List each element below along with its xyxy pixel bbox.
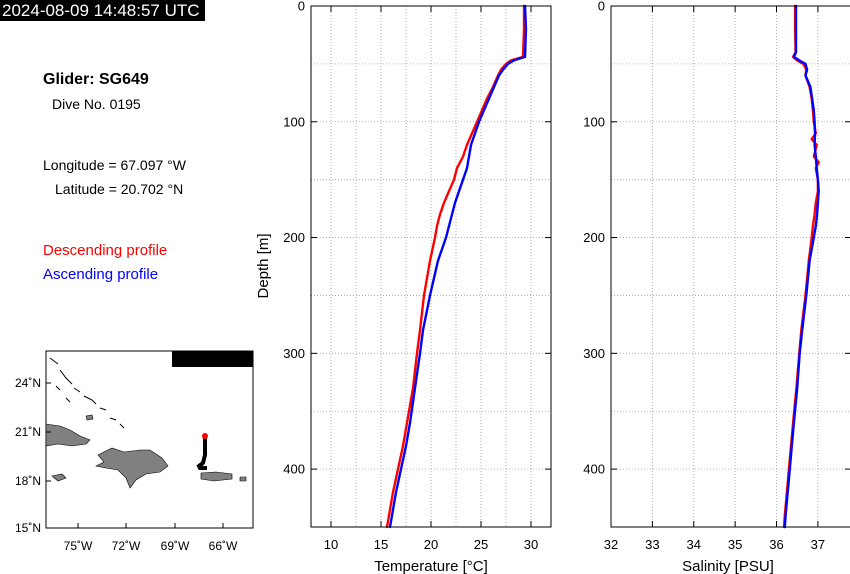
land-puerto-rico bbox=[200, 471, 233, 482]
temperature-grid bbox=[311, 6, 551, 527]
temperature-xtick-label: 30 bbox=[524, 537, 538, 552]
temperature-ytick-label: 100 bbox=[283, 114, 305, 129]
salinity-descending-line bbox=[782, 4, 820, 529]
temperature-series bbox=[385, 4, 528, 529]
salinity-xtick-label: 37 bbox=[811, 537, 825, 552]
temperature-ytick-label: 400 bbox=[283, 462, 305, 477]
salinity-ytick-label: 200 bbox=[583, 230, 605, 245]
salinity-xtick-label: 32 bbox=[604, 537, 618, 552]
salinity-ytick-label: 0 bbox=[598, 0, 605, 14]
temperature-ascending-line bbox=[388, 4, 528, 529]
temperature-xtick-label: 15 bbox=[374, 537, 388, 552]
map-lon-label: 66˚W bbox=[209, 539, 238, 553]
dive-number: Dive No. 0195 bbox=[52, 96, 141, 112]
salinity-ticks: 32 33 34 35 36 37 0 100 200 300 400 bbox=[583, 0, 850, 552]
longitude-readout: Longitude = 67.097 °W bbox=[43, 157, 186, 173]
salinity-ascending-line bbox=[783, 4, 820, 529]
land-cuba bbox=[45, 423, 91, 447]
location-map: NOAA/AOML 24˚N 21˚N 18˚N 15˚N 75˚W 72˚W 69˚W 66… bbox=[15, 350, 254, 553]
glider-title: Glider: SG649 bbox=[43, 71, 149, 88]
map-lat-label: 21˚N bbox=[15, 425, 41, 439]
salinity-chart: 32 33 34 35 36 37 0 100 200 300 400 Salinity [PSU] bbox=[583, 0, 850, 574]
latitude-readout: Latitude = 20.702 °N bbox=[55, 181, 184, 197]
land-islet bbox=[85, 414, 94, 421]
salinity-xtick-label: 33 bbox=[645, 537, 659, 552]
depth-ylabel: Depth [m] bbox=[255, 233, 272, 298]
land-hispaniola bbox=[95, 447, 169, 489]
temperature-ytick-label: 200 bbox=[283, 230, 305, 245]
map-lat-label: 24˚N bbox=[15, 376, 41, 390]
temperature-xtick-label: 25 bbox=[474, 537, 488, 552]
timestamp-banner: 2024-08-09 14:48:57 UTC bbox=[0, 0, 205, 21]
map-lat-label: 15˚N bbox=[15, 521, 41, 535]
salinity-series bbox=[782, 4, 820, 529]
salinity-ytick-label: 400 bbox=[583, 462, 605, 477]
map-land bbox=[45, 414, 247, 489]
temperature-ytick-label: 300 bbox=[283, 346, 305, 361]
salinity-xtick-label: 36 bbox=[769, 537, 783, 552]
map-credit-box bbox=[172, 351, 253, 367]
salinity-xtick-label: 34 bbox=[687, 537, 701, 552]
glider-position-marker bbox=[202, 433, 208, 439]
map-bahamas bbox=[49, 357, 125, 429]
map-lon-label: 72˚W bbox=[112, 539, 141, 553]
map-ticks: 24˚N 21˚N 18˚N 15˚N 75˚W 72˚W 69˚W 66˚W bbox=[15, 376, 238, 553]
salinity-grid bbox=[611, 6, 850, 527]
temperature-xtick-label: 10 bbox=[324, 537, 338, 552]
temperature-ytick-label: 0 bbox=[298, 0, 305, 14]
map-lon-label: 69˚W bbox=[161, 539, 190, 553]
temperature-xtick-label: 20 bbox=[424, 537, 438, 552]
glider-track bbox=[196, 436, 207, 470]
land-jamaica bbox=[51, 473, 67, 482]
legend-descending: Descending profile bbox=[43, 242, 168, 259]
salinity-xlabel: Salinity [PSU] bbox=[682, 558, 774, 574]
legend-ascending: Ascending profile bbox=[43, 266, 159, 283]
map-lat-label: 18˚N bbox=[15, 474, 41, 488]
salinity-xtick-label: 35 bbox=[728, 537, 742, 552]
map-credit: NOAA/AOML bbox=[176, 353, 248, 367]
land-islet bbox=[239, 476, 247, 482]
salinity-ytick-label: 300 bbox=[583, 346, 605, 361]
temperature-descending-line bbox=[385, 4, 526, 529]
salinity-frame bbox=[610, 5, 850, 528]
map-lon-label: 75˚W bbox=[64, 539, 93, 553]
salinity-ytick-label: 100 bbox=[583, 114, 605, 129]
temperature-xlabel: Temperature [°C] bbox=[374, 558, 488, 574]
